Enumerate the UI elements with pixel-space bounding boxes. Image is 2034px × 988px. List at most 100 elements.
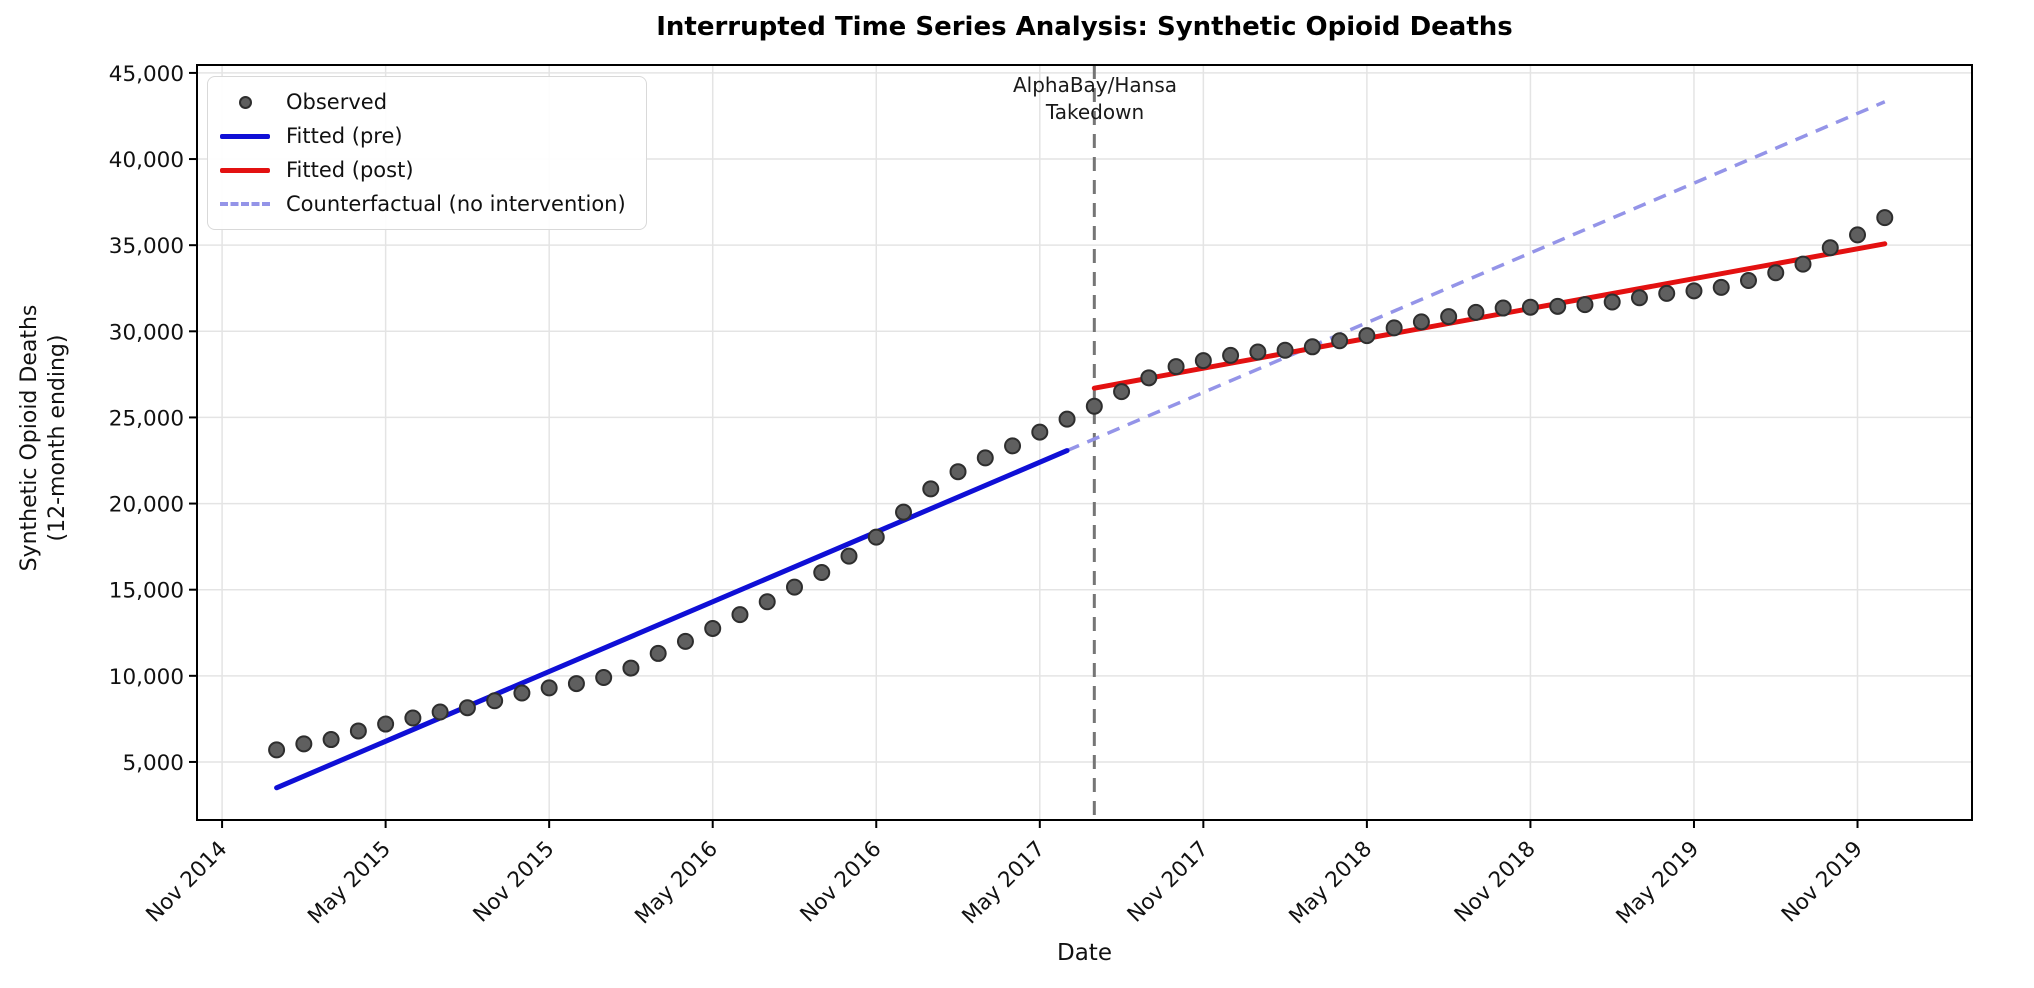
observed-point (731, 606, 749, 624)
fitted-pre-line (274, 448, 1070, 791)
y-tick-label: 5,000 (122, 751, 184, 776)
legend-item-fitted-post: Fitted (post) (220, 153, 626, 187)
observed-point (349, 722, 367, 740)
x-tick-label: Nov 2014 (141, 837, 232, 928)
counterfactual-line (1066, 100, 1886, 453)
observed-point (1276, 341, 1294, 359)
plot-border (196, 64, 1973, 821)
observed-point (1140, 369, 1158, 387)
y-tick-label: 25,000 (109, 406, 184, 431)
observed-point (486, 692, 504, 710)
x-tick-label: Nov 2016 (796, 837, 887, 928)
x-tick-label: May 2015 (303, 837, 396, 930)
x-tick-label: May 2016 (630, 837, 723, 930)
observed-point (1685, 282, 1703, 300)
legend-item-fitted-pre: Fitted (pre) (220, 119, 626, 153)
legend-label: Fitted (post) (286, 158, 414, 182)
observed-point (1630, 289, 1648, 307)
intervention-annotation: AlphaBay/Hansa Takedown (895, 72, 1295, 126)
observed-point (895, 503, 913, 521)
observed-point (567, 675, 585, 693)
observed-point (1222, 346, 1240, 364)
observed-point (1494, 299, 1512, 317)
x-tick-label: May 2017 (957, 837, 1050, 930)
x-tick-label: May 2019 (1612, 837, 1705, 930)
observed-marker-icon (238, 95, 252, 109)
observed-point (377, 715, 395, 733)
observed-point (1521, 298, 1539, 316)
observed-point (1739, 271, 1757, 289)
observed-point (649, 644, 667, 662)
observed-point (404, 709, 422, 727)
fitted-post-line-icon (220, 167, 270, 173)
observed-point (1767, 264, 1785, 282)
observed-point (622, 659, 640, 677)
y-tick-label: 10,000 (109, 665, 184, 690)
observed-point (540, 679, 558, 697)
observed-point (295, 735, 313, 753)
observed-point (1331, 332, 1349, 350)
observed-point (1440, 308, 1458, 326)
observed-point (922, 480, 940, 498)
observed-point (1303, 338, 1321, 356)
legend-label: Counterfactual (no intervention) (286, 192, 626, 216)
x-tick-label: Nov 2019 (1777, 837, 1868, 928)
observed-point (268, 741, 286, 759)
observed-point (1821, 239, 1839, 257)
observed-point (1031, 423, 1049, 441)
observed-point (676, 632, 694, 650)
observed-point (595, 669, 613, 687)
observed-point (1549, 297, 1567, 315)
observed-point (1412, 313, 1430, 331)
observed-point (840, 547, 858, 565)
x-tick-label: Nov 2015 (469, 837, 560, 928)
observed-point (1358, 327, 1376, 345)
x-tick-label: May 2018 (1284, 837, 1377, 930)
fitted-post-line (1091, 241, 1888, 391)
y-tick-label: 45,000 (109, 62, 184, 87)
observed-point (1576, 296, 1594, 314)
y-tick-label: 20,000 (109, 493, 184, 518)
observed-point (1167, 358, 1185, 376)
y-axis-label-line2: (12-month ending) (45, 334, 70, 542)
x-tick-label: Nov 2018 (1450, 837, 1541, 928)
observed-point (1058, 410, 1076, 428)
counterfactual-line-icon (220, 202, 270, 206)
observed-point (513, 684, 531, 702)
observed-point (758, 593, 776, 611)
observed-point (1603, 293, 1621, 311)
chart-title: Interrupted Time Series Analysis: Synthe… (656, 12, 1513, 42)
observed-point (1113, 383, 1131, 401)
y-tick-label: 15,000 (109, 579, 184, 604)
observed-point (813, 563, 831, 581)
observed-point (949, 463, 967, 481)
y-tick-label: 35,000 (109, 234, 184, 259)
observed-point (1249, 343, 1267, 361)
intervention-annotation-line1: AlphaBay/Hansa (1012, 73, 1178, 97)
observed-point (1658, 284, 1676, 302)
observed-point (322, 731, 340, 749)
fitted-pre-line-icon (220, 133, 270, 139)
legend-label: Fitted (pre) (286, 124, 403, 148)
legend: Observed Fitted (pre) Fitted (post) Coun… (207, 76, 647, 230)
observed-point (867, 528, 885, 546)
observed-point (1385, 319, 1403, 337)
observed-point (1794, 255, 1812, 273)
y-axis-label: Synthetic Opioid Deaths (12-month ending… (16, 228, 72, 648)
observed-point (704, 619, 722, 637)
observed-point (431, 703, 449, 721)
legend-item-observed: Observed (220, 85, 626, 119)
observed-point (1467, 303, 1485, 321)
intervention-annotation-line2: Takedown (1045, 100, 1145, 124)
observed-point (1194, 352, 1212, 370)
y-tick-label: 30,000 (109, 320, 184, 345)
x-axis-label: Date (1057, 940, 1112, 966)
y-axis-label-line1: Synthetic Opioid Deaths (17, 304, 42, 572)
observed-point (1712, 278, 1730, 296)
observed-point (1849, 226, 1867, 244)
observed-point (1004, 437, 1022, 455)
observed-point (785, 578, 803, 596)
observed-point (1876, 209, 1894, 227)
